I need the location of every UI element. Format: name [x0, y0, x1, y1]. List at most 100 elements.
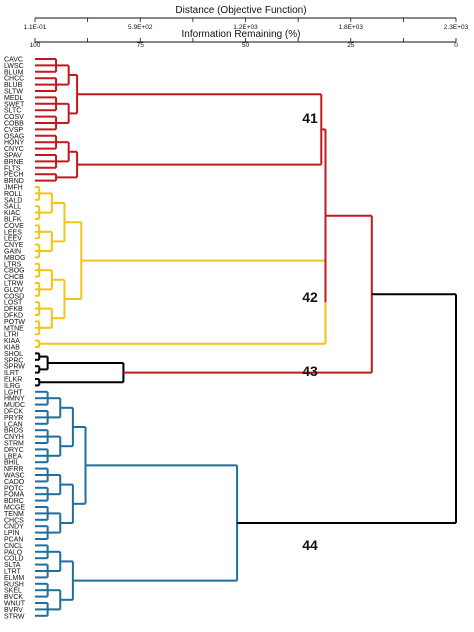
leaf-label: ROLL	[4, 191, 22, 198]
leaf-label: BVCK	[4, 594, 23, 601]
leaf-label: DFKD	[4, 313, 23, 320]
leaf-label: PALO	[4, 549, 23, 556]
leaf-layer: CAVCLWSCBLUMCHCCBLUBSLTWMEDLSWETSLTCCOSV…	[4, 57, 26, 621]
leaf-label: STRM	[4, 441, 24, 448]
leaf-label: POTW	[4, 319, 25, 326]
leaf-label: STRW	[4, 613, 25, 620]
top-axis-tick-label: 1.8E+03	[339, 24, 364, 31]
bottom-axis-tick-label: 50	[242, 42, 250, 49]
leaf-label: SLTA	[4, 562, 21, 569]
leaf-label: WNUT	[4, 601, 26, 608]
top-axis-tick-label: 1.2E+03	[233, 24, 258, 31]
leaf-label: ELKR	[4, 377, 22, 384]
leaf-label: PCAN	[4, 537, 23, 544]
leaf-label: TENM	[4, 511, 24, 518]
leaf-label: KIAB	[4, 345, 20, 352]
top-axis-tick-label: 2.3E+03	[444, 24, 469, 31]
top-axis-tick-label: 5.9E+02	[128, 24, 153, 31]
leaf-label: GAIN	[4, 249, 21, 256]
leaf-label: LGHT	[4, 389, 23, 396]
leaf-label: LWSC	[4, 63, 24, 70]
leaf-label: ELMM	[4, 575, 24, 582]
leaf-label: MCGE	[4, 505, 25, 512]
leaf-label: PRYR	[4, 415, 23, 422]
leaf-label: CADO	[4, 479, 25, 486]
leaf-label: COSD	[4, 293, 24, 300]
leaf-label: LTRT	[4, 569, 22, 576]
leaf-label: SLTC	[4, 108, 21, 115]
leaf-label: COVE	[4, 223, 24, 230]
cluster-label-layer: 41 42 43 44	[302, 110, 318, 553]
leaf-label: ILRT	[4, 370, 20, 377]
leaf-label: SPAV	[4, 153, 22, 160]
leaf-label: GLOV	[4, 287, 24, 294]
leaf-label: CNDY	[4, 524, 24, 531]
leaf-label: SPRW	[4, 364, 25, 371]
leaf-label: BHIL	[4, 460, 20, 467]
leaf-label: BLUM	[4, 69, 24, 76]
leaf-label: HMNY	[4, 396, 25, 403]
leaf-label: HONY	[4, 140, 25, 147]
leaf-label: CAVC	[4, 57, 23, 64]
leaf-label: RUSH	[4, 581, 24, 588]
leaf-label: CHCB	[4, 274, 24, 281]
leaf-label: MUDC	[4, 402, 25, 409]
leaf-label: CHCC	[4, 76, 24, 83]
leaf-label: CNYE	[4, 242, 24, 249]
leaf-label: CVSP	[4, 127, 23, 134]
leaf-label: FLTS	[4, 165, 21, 172]
leaf-label: DRYC	[4, 447, 24, 454]
leaf-label: JMFH	[4, 185, 23, 192]
leaf-label: POTC	[4, 485, 23, 492]
leaf-label: CNCL	[4, 543, 23, 550]
leaf-label: SLTW	[4, 89, 23, 96]
leaf-label: SALL	[4, 204, 21, 211]
leaf-label: SALD	[4, 197, 22, 204]
leaf-label: LBEA	[4, 453, 22, 460]
leaf-label: COSV	[4, 114, 24, 121]
top-axis-title: Distance (Objective Function)	[175, 5, 306, 16]
leaf-label: KIAC	[4, 210, 20, 217]
leaf-label: LTRS	[4, 261, 22, 268]
leaf-label: LTRW	[4, 281, 24, 288]
bottom-axis-tick-label: 25	[347, 42, 355, 49]
leaf-label: BRND	[4, 178, 24, 185]
leaf-label: CNYC	[4, 146, 24, 153]
leaf-label: MBOG	[4, 255, 25, 262]
leaf-label: OSAG	[4, 133, 24, 140]
leaf-label: SPRC	[4, 357, 23, 364]
cluster-label-43: 43	[302, 363, 318, 379]
leaf-label: BRDS	[4, 428, 24, 435]
top-axis-tick-label: 1.1E-01	[24, 24, 47, 31]
bottom-axis-tick-label: 75	[137, 42, 145, 49]
leaf-label: DFKB	[4, 306, 23, 313]
leaf-label: LCAN	[4, 421, 23, 428]
leaf-label: COLD	[4, 556, 23, 563]
leaf-label: LEES	[4, 229, 22, 236]
leaf-label: SWET	[4, 101, 25, 108]
leaf-label: BDRC	[4, 498, 24, 505]
leaf-label: BVRV	[4, 607, 23, 614]
leaf-label: BRNE	[4, 159, 24, 166]
bottom-axis-tick-label: 100	[30, 42, 41, 49]
leaf-label: SKEL	[4, 588, 22, 595]
leaf-label: MEDL	[4, 95, 24, 102]
leaf-label: BLUB	[4, 82, 23, 89]
leaf-label: LPIN	[4, 530, 20, 537]
leaf-label: LEEV	[4, 236, 22, 243]
cluster-label-41: 41	[302, 110, 318, 126]
leaf-label: NFRR	[4, 466, 23, 473]
leaf-label: MTNE	[4, 325, 24, 332]
leaf-label: ILRG	[4, 383, 20, 390]
axis-layer: 1.1E-01 5.9E+02 1.2E+03 1.8E+03 2.3E+03 100 75…	[24, 17, 469, 49]
leaf-label: SHOL	[4, 351, 23, 358]
leaf-label: DFCK	[4, 409, 23, 416]
leaf-label: LOST	[4, 300, 23, 307]
leaf-label: KIAA	[4, 338, 20, 345]
leaf-label: FOMA	[4, 492, 25, 499]
branch-layer	[35, 58, 457, 617]
cluster-label-42: 42	[302, 289, 318, 305]
bottom-axis-title: Information Remaining (%)	[182, 29, 301, 40]
